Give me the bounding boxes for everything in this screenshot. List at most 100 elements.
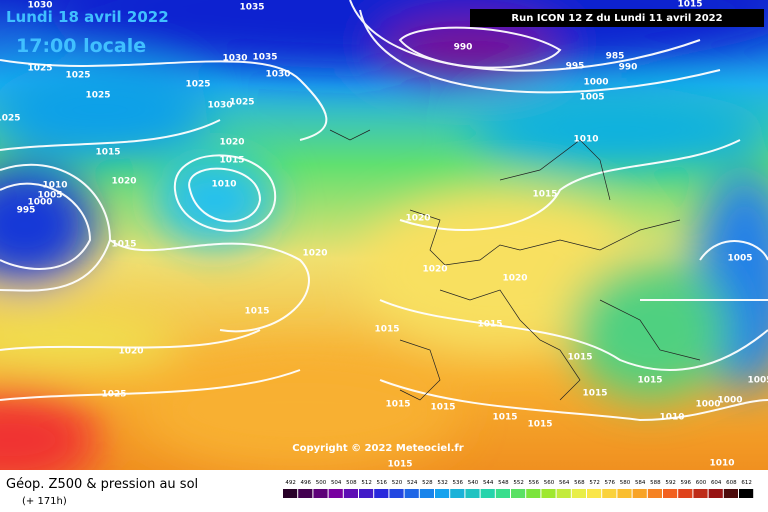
scale-swatch — [328, 489, 343, 498]
isobar-label: 1015 — [492, 413, 517, 423]
scale-label: 548 — [498, 480, 509, 486]
scale-swatch — [389, 489, 404, 498]
scale-label: 540 — [468, 480, 479, 486]
isobar-label: 1015 — [527, 420, 552, 430]
isobar-label: 1010 — [659, 413, 684, 423]
scale-label: 612 — [741, 480, 752, 486]
scale-label: 520 — [392, 480, 403, 486]
scale-swatch — [374, 489, 389, 498]
isobar-label: 1010 — [573, 135, 598, 145]
scale-label: 552 — [513, 480, 524, 486]
isobar-label: 1005 — [727, 254, 752, 264]
isobar-label: 1025 — [101, 390, 126, 400]
scale-swatch — [541, 489, 556, 498]
scale-swatch — [632, 489, 647, 498]
scale-swatch — [693, 489, 708, 498]
isobar-label: 1020 — [502, 274, 527, 284]
scale-swatch — [602, 489, 617, 498]
scale-swatch — [298, 489, 313, 498]
scale-swatch — [283, 489, 298, 498]
footer-lead: (+ 171h) — [22, 496, 67, 507]
scale-label: 560 — [544, 480, 555, 486]
scale-label: 576 — [605, 480, 616, 486]
scale-label: 492 — [285, 480, 296, 486]
run-box — [470, 9, 764, 27]
isobar-label: 1015 — [567, 353, 592, 363]
isobar-label: 1030 — [207, 101, 232, 111]
isobar-label: 1015 — [532, 190, 557, 200]
scale-swatch — [404, 489, 419, 498]
scale-swatch — [495, 489, 510, 498]
scale-swatch — [663, 489, 678, 498]
isobar-label: 1020 — [111, 177, 136, 187]
isobar-label: 1020 — [302, 249, 327, 259]
isobar-label: 1000 — [717, 396, 742, 406]
scale-label: 608 — [726, 480, 737, 486]
run-info: Run ICON 12 Z du Lundi 11 avril 2022 — [511, 13, 722, 24]
scale-label: 572 — [589, 480, 600, 486]
map-field — [0, 0, 768, 470]
scale-label: 496 — [301, 480, 312, 486]
scale-swatch — [480, 489, 495, 498]
isobar-label: 1035 — [252, 53, 277, 63]
scale-swatch — [359, 489, 374, 498]
scale-swatch — [678, 489, 693, 498]
isobar-label: 1000 — [583, 78, 608, 88]
isobar-label: 1015 — [95, 148, 120, 158]
isobar-label: 1010 — [709, 459, 734, 469]
isobar-labels: 1030103510251025102510251015102010101005… — [0, 0, 768, 470]
scale-label: 524 — [407, 480, 418, 486]
isobar-label: 995 — [566, 62, 585, 72]
scale-swatch — [450, 489, 465, 498]
scale-label: 516 — [377, 480, 388, 486]
scale-label: 568 — [574, 480, 585, 486]
scale-label: 556 — [529, 480, 540, 486]
isobar-label: 1015 — [244, 307, 269, 317]
isobar-label: 990 — [619, 63, 638, 73]
scale-swatch — [587, 489, 602, 498]
scale-label: 512 — [361, 480, 372, 486]
scale-swatch — [617, 489, 632, 498]
isobar-label: 1005 — [747, 376, 768, 386]
isobar-label: 1030 — [265, 70, 290, 80]
isobar-label: 995 — [17, 206, 36, 216]
isobar-label: 990 — [454, 43, 473, 53]
footer-title: Géop. Z500 & pression au sol — [6, 477, 198, 492]
scale-swatch — [526, 489, 541, 498]
scale-label: 508 — [346, 480, 357, 486]
scale-swatch — [647, 489, 662, 498]
scale-swatch — [313, 489, 328, 498]
isobar-label: 1015 — [430, 403, 455, 413]
isobar-label: 1020 — [118, 347, 143, 357]
isobar-label: 1015 — [387, 460, 412, 470]
isobar-label: 1025 — [229, 98, 254, 108]
scale-label: 544 — [483, 480, 494, 486]
scale-swatch — [723, 489, 738, 498]
scale-label: 504 — [331, 480, 342, 486]
isobar-label: 1015 — [385, 400, 410, 410]
isobar-label: 1000 — [27, 198, 52, 208]
isobar-label: 985 — [606, 52, 625, 62]
isobar-label: 1005 — [37, 191, 62, 201]
scale-label: 588 — [650, 480, 661, 486]
map-date: Lundi 18 avril 2022 — [6, 8, 169, 26]
isobar-label: 1020 — [405, 214, 430, 224]
isobar-label: 1025 — [27, 64, 52, 74]
isobar-label: 1030 — [222, 54, 247, 64]
scale-label: 536 — [453, 480, 464, 486]
scale-label: 532 — [437, 480, 448, 486]
scale-label: 580 — [620, 480, 631, 486]
scale-swatch — [739, 489, 754, 498]
scale-swatch — [708, 489, 723, 498]
scale-swatch — [465, 489, 480, 498]
isobar-label: 1015 — [477, 320, 502, 330]
scale-swatch — [435, 489, 450, 498]
color-scale: 492 496 500 504 508 512 516 520 524 528 532 536 540 5… — [283, 480, 754, 498]
isobar-label: 1015 — [111, 240, 136, 250]
scale-label: 584 — [635, 480, 646, 486]
scale-label: 596 — [681, 480, 692, 486]
isobar-label: 1030 — [27, 1, 52, 11]
isobar-label: 1015 — [582, 389, 607, 399]
scale-swatch — [343, 489, 358, 498]
scale-swatch — [511, 489, 526, 498]
